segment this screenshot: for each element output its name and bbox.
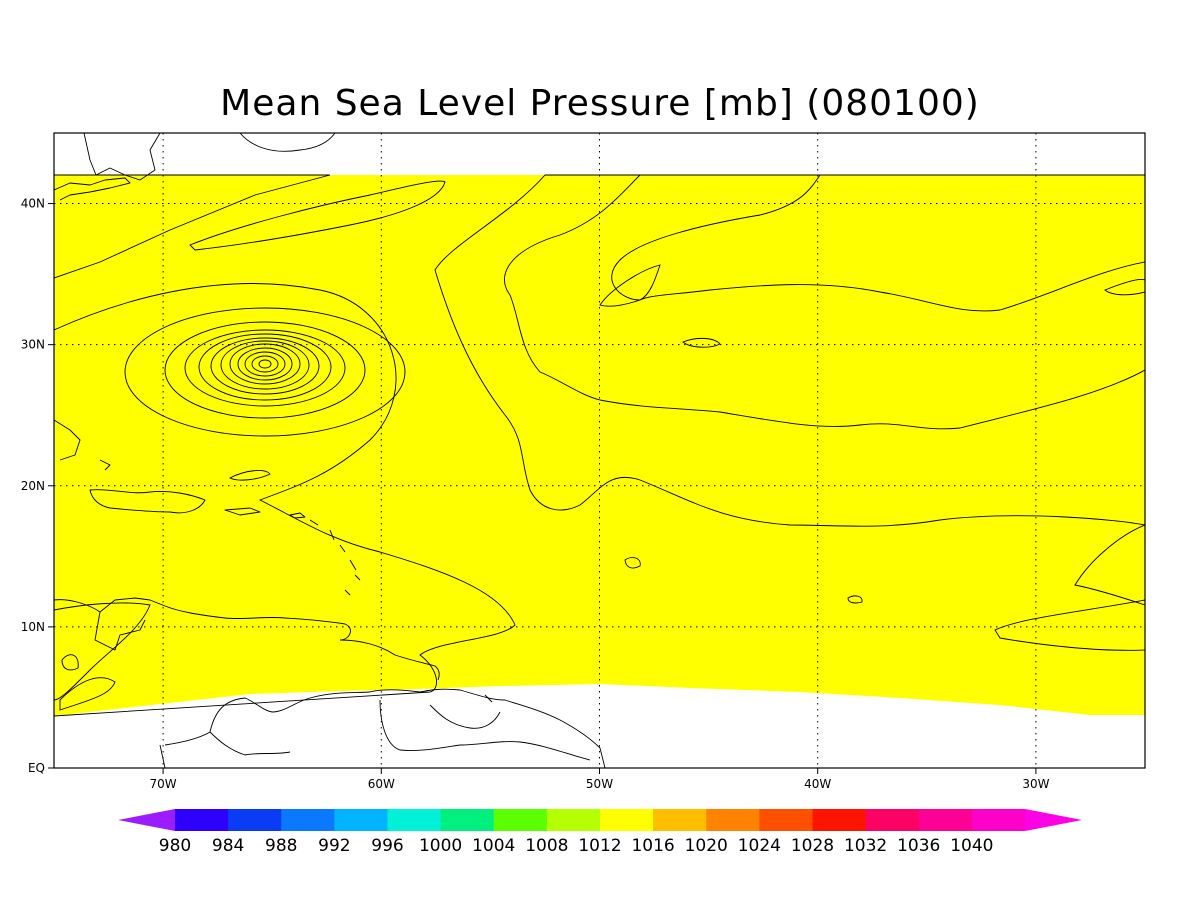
cell-small-3 <box>229 470 271 481</box>
graticule <box>54 133 1145 768</box>
colorbar-label: 1016 <box>631 836 674 856</box>
colorbar-max-arrow <box>1025 809 1082 831</box>
colorbar-swatch <box>918 809 973 831</box>
y-tick-label: 30N <box>21 338 45 352</box>
band-1008-1012-east2 <box>994 599 1145 651</box>
band-1016-1020-spot <box>59 677 116 711</box>
band-1024-1028 <box>611 174 1145 312</box>
colorbar-label: 988 <box>265 836 297 856</box>
latitude-axis: EQ 10N 20N 30N 40N <box>21 197 54 775</box>
colorbar-swatch <box>440 809 495 831</box>
colorbar-label: 992 <box>318 836 350 856</box>
colorbar-label: 1008 <box>525 836 568 856</box>
cell-1024-small <box>599 264 661 307</box>
band-1016-1020 <box>434 174 1145 527</box>
colorbar-swatch <box>228 809 282 831</box>
colorbar-swatch <box>387 809 442 831</box>
colorbar-label: 1024 <box>738 836 781 856</box>
colorbar-label: 1036 <box>897 836 940 856</box>
colorbar-swatch <box>281 809 335 831</box>
longitude-axis: 70W 60W 50W 40W 30W <box>150 768 1050 791</box>
band-1008-1012-cyclone-ring <box>54 283 516 717</box>
colorbar-min-arrow <box>118 809 175 831</box>
cell-small-2 <box>682 337 721 348</box>
band-1008-1012-sw <box>54 602 151 701</box>
band-1016-1020-streak <box>189 180 446 251</box>
colorbar-legend: 980 984 988 992 996 1000 1004 1008 1012 1016 1020 1… <box>118 809 1082 856</box>
colorbar-label: 1004 <box>472 836 515 856</box>
x-tick-label: 50W <box>586 777 613 791</box>
colorbar-label: 1020 <box>685 836 728 856</box>
cell-small-4 <box>624 557 641 569</box>
colorbar-swatch <box>865 809 920 831</box>
band-1020-1024 <box>504 174 1145 430</box>
cell-small-1 <box>1104 279 1145 296</box>
colorbar-swatch <box>812 809 867 831</box>
x-tick-label: 60W <box>368 777 395 791</box>
pressure-field <box>54 133 1145 768</box>
colorbar-label: 1028 <box>791 836 834 856</box>
band-1008-1012-west <box>54 174 331 279</box>
colorbar-label: 1012 <box>578 836 621 856</box>
colorbar-label: 980 <box>159 836 191 856</box>
colorbar-swatch <box>706 809 760 831</box>
colorbar-label: 1040 <box>950 836 993 856</box>
colorbar-swatch <box>653 809 707 831</box>
colorbar-label: 1032 <box>844 836 887 856</box>
x-tick-label: 40W <box>804 777 831 791</box>
low-pressure-system <box>124 307 406 437</box>
colorbar-label: 996 <box>371 836 403 856</box>
map-title: Mean Sea Level Pressure [mb] (080100) <box>220 83 980 124</box>
band-1008-1012-east <box>1074 524 1145 606</box>
cell-small-5 <box>847 595 863 604</box>
colorbar-label: 1000 <box>419 836 462 856</box>
y-tick-label: EQ <box>28 761 45 775</box>
y-tick-label: 20N <box>21 479 45 493</box>
colorbar-swatch <box>546 809 601 831</box>
y-tick-label: 40N <box>21 197 45 211</box>
colorbar-swatch <box>600 809 654 831</box>
y-tick-label: 10N <box>21 620 45 634</box>
colorbar-swatch <box>971 809 1026 831</box>
x-tick-label: 70W <box>150 777 177 791</box>
coastlines <box>54 133 606 768</box>
colorbar-swatch <box>493 809 548 831</box>
x-tick-label: 30W <box>1022 777 1049 791</box>
band-1012-1016-spot <box>61 654 79 671</box>
colorbar-swatch <box>334 809 388 831</box>
colorbar-label: 984 <box>212 836 244 856</box>
colorbar-swatch <box>759 809 813 831</box>
colorbar-swatch <box>175 809 229 831</box>
